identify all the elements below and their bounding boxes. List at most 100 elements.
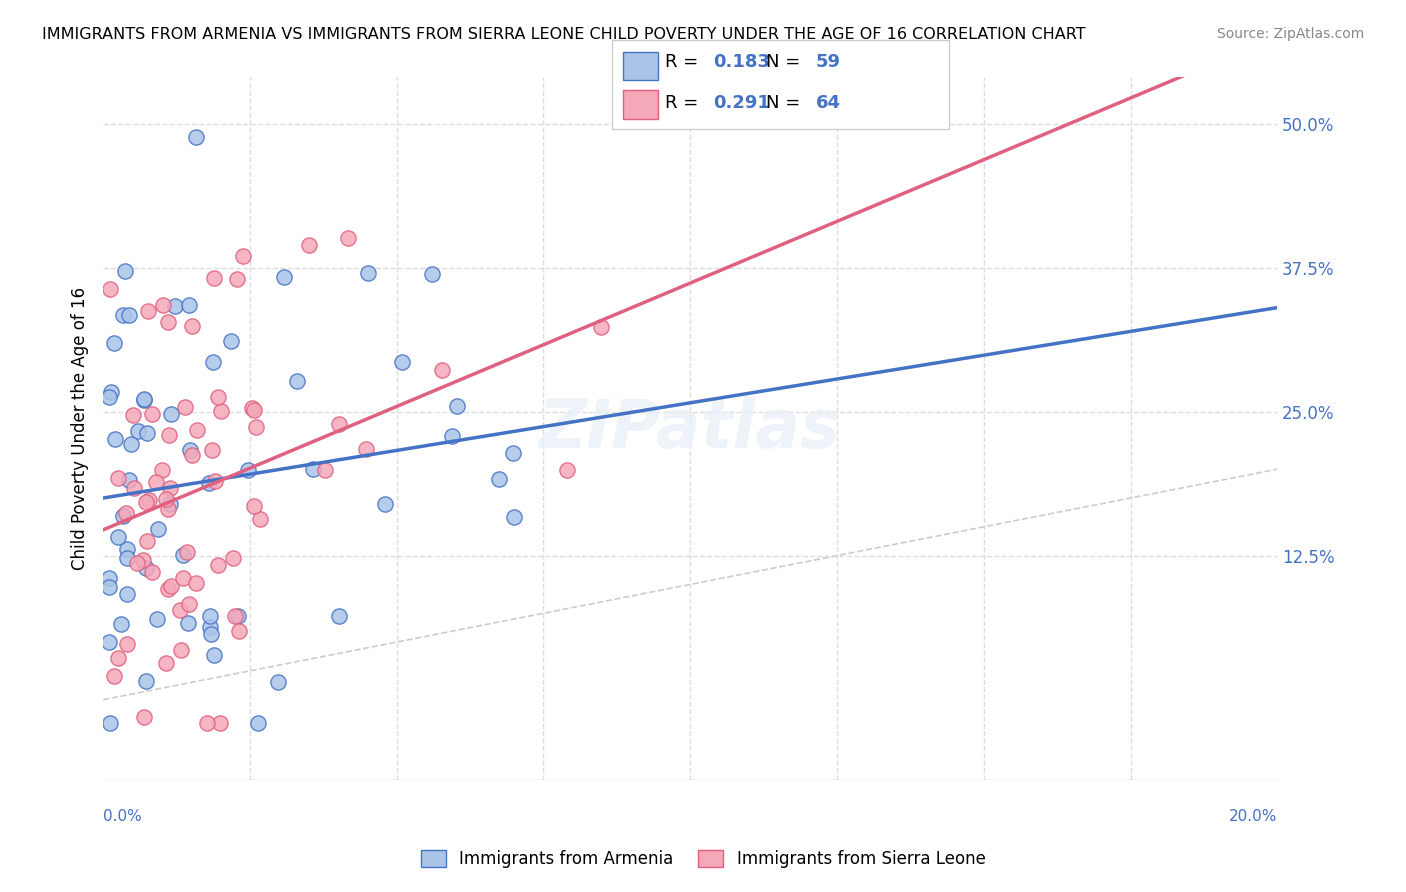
Immigrants from Sierra Leone (159, 481, 181, 495)
Immigrants from Armenia (136, 426, 159, 441)
Immigrants from Armenia (115, 551, 138, 566)
Text: 64: 64 (815, 94, 841, 112)
Immigrants from Armenia (488, 472, 510, 486)
Immigrants from Sierra Leone (314, 463, 336, 477)
Immigrants from Sierra Leone (555, 462, 578, 476)
Immigrants from Sierra Leone (115, 636, 138, 650)
Immigrants from Sierra Leone (157, 315, 180, 329)
Immigrants from Sierra Leone (336, 231, 359, 245)
Immigrants from Sierra Leone (186, 423, 208, 437)
Immigrants from Armenia (179, 442, 201, 457)
Immigrants from Armenia (391, 354, 413, 368)
Immigrants from Sierra Leone (141, 407, 163, 421)
Immigrants from Sierra Leone (232, 249, 254, 263)
Immigrants from Armenia (132, 392, 155, 407)
Immigrants from Armenia (110, 616, 132, 631)
Text: R =: R = (665, 94, 704, 112)
Immigrants from Sierra Leone (172, 571, 194, 585)
Immigrants from Sierra Leone (138, 493, 160, 508)
Immigrants from Sierra Leone (181, 318, 204, 333)
Immigrants from Sierra Leone (184, 576, 207, 591)
Immigrants from Sierra Leone (328, 417, 350, 431)
Immigrants from Sierra Leone (155, 492, 177, 507)
Immigrants from Sierra Leone (224, 609, 246, 624)
Immigrants from Armenia (160, 408, 183, 422)
Immigrants from Sierra Leone (141, 566, 163, 580)
Immigrants from Armenia (135, 674, 157, 689)
Immigrants from Sierra Leone (156, 582, 179, 597)
Immigrants from Sierra Leone (207, 558, 229, 572)
Immigrants from Armenia (118, 473, 141, 487)
Text: Source: ZipAtlas.com: Source: ZipAtlas.com (1216, 27, 1364, 41)
Immigrants from Armenia (98, 635, 121, 649)
Immigrants from Armenia (135, 561, 157, 575)
Immigrants from Armenia (179, 298, 201, 312)
Immigrants from Armenia (98, 580, 121, 594)
Immigrants from Armenia (441, 429, 464, 443)
Immigrants from Armenia (107, 530, 129, 544)
Immigrants from Armenia (172, 548, 194, 562)
Immigrants from Sierra Leone (145, 475, 167, 489)
Immigrants from Sierra Leone (150, 463, 173, 477)
Immigrants from Sierra Leone (169, 643, 191, 657)
Immigrants from Sierra Leone (157, 427, 180, 442)
Text: 0.291: 0.291 (713, 94, 769, 112)
Immigrants from Sierra Leone (201, 442, 224, 457)
Immigrants from Sierra Leone (245, 420, 267, 434)
Text: IMMIGRANTS FROM ARMENIA VS IMMIGRANTS FROM SIERRA LEONE CHILD POVERTY UNDER THE : IMMIGRANTS FROM ARMENIA VS IMMIGRANTS FR… (42, 27, 1085, 42)
Immigrants from Armenia (201, 355, 224, 369)
Immigrants from Armenia (219, 334, 242, 348)
Immigrants from Sierra Leone (136, 303, 159, 318)
Immigrants from Armenia (177, 616, 200, 631)
Immigrants from Armenia (285, 375, 308, 389)
Text: N =: N = (766, 53, 806, 70)
Immigrants from Sierra Leone (122, 481, 145, 495)
Immigrants from Sierra Leone (240, 401, 263, 416)
Immigrants from Armenia (104, 432, 127, 446)
Immigrants from Sierra Leone (589, 320, 612, 334)
Text: R =: R = (665, 53, 704, 70)
Immigrants from Sierra Leone (179, 597, 201, 611)
Immigrants from Armenia (148, 522, 170, 536)
Immigrants from Armenia (163, 299, 186, 313)
Legend: Immigrants from Armenia, Immigrants from Sierra Leone: Immigrants from Armenia, Immigrants from… (413, 843, 993, 875)
Immigrants from Armenia (503, 509, 526, 524)
Immigrants from Armenia (422, 267, 444, 281)
Immigrants from Armenia (228, 609, 250, 624)
Immigrants from Armenia (103, 336, 125, 351)
Immigrants from Sierra Leone (132, 710, 155, 724)
Immigrants from Armenia (159, 497, 181, 511)
Immigrants from Armenia (267, 674, 290, 689)
Immigrants from Sierra Leone (222, 550, 245, 565)
Immigrants from Sierra Leone (207, 390, 229, 404)
Immigrants from Sierra Leone (152, 297, 174, 311)
Immigrants from Sierra Leone (202, 271, 225, 285)
Immigrants from Sierra Leone (249, 512, 271, 526)
Immigrants from Armenia (132, 392, 155, 407)
Immigrants from Sierra Leone (209, 715, 232, 730)
Immigrants from Sierra Leone (169, 603, 191, 617)
Immigrants from Armenia (446, 399, 468, 413)
Immigrants from Sierra Leone (114, 506, 136, 520)
Immigrants from Armenia (236, 463, 259, 477)
Immigrants from Armenia (246, 715, 269, 730)
Immigrants from Armenia (98, 571, 121, 585)
Immigrants from Armenia (98, 715, 121, 730)
Immigrants from Sierra Leone (354, 442, 377, 457)
Immigrants from Armenia (127, 424, 149, 438)
Immigrants from Armenia (184, 130, 207, 145)
Immigrants from Sierra Leone (122, 408, 145, 422)
Immigrants from Sierra Leone (430, 363, 453, 377)
Immigrants from Sierra Leone (226, 272, 249, 286)
Immigrants from Armenia (202, 648, 225, 663)
Immigrants from Armenia (198, 609, 221, 624)
Text: ZIPatlas: ZIPatlas (540, 396, 841, 462)
Text: 0.183: 0.183 (713, 53, 770, 70)
Immigrants from Armenia (120, 437, 142, 451)
Immigrants from Armenia (115, 587, 138, 601)
Immigrants from Sierra Leone (98, 282, 121, 296)
Immigrants from Sierra Leone (160, 579, 183, 593)
Text: 0.0%: 0.0% (103, 809, 142, 824)
Immigrants from Armenia (302, 462, 325, 476)
Immigrants from Armenia (200, 620, 222, 634)
